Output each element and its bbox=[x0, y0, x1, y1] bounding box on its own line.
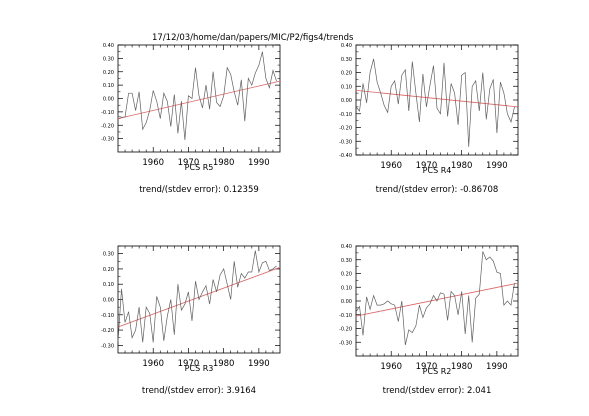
chart-1-title: PCS R5 bbox=[185, 163, 214, 172]
chart-4-y-tick-label: 0.40 bbox=[341, 244, 352, 250]
chart-3-x-tick-label: 1990 bbox=[248, 359, 270, 369]
chart-1-y-tick-label: 0.30 bbox=[103, 56, 114, 62]
chart-1-y-tick-label: -0.20 bbox=[101, 123, 114, 129]
chart-3-series-line bbox=[117, 250, 277, 343]
chart-2-y-tick-label: 0.10 bbox=[341, 84, 352, 90]
chart-3-title: PCS R3 bbox=[185, 364, 214, 373]
chart-4-y-tick-label: 0.00 bbox=[341, 299, 352, 305]
chart-4-x-tick-label: 1960 bbox=[380, 362, 402, 372]
chart-4-trend-caption: trend/(stdev error): 2.041 bbox=[383, 386, 492, 396]
chart-1-x-tick-label: 1960 bbox=[142, 158, 164, 168]
chart-4-x-tick-label: 1980 bbox=[451, 362, 473, 372]
chart-2-trend-caption: trend/(stdev error): -0.86708 bbox=[376, 185, 499, 195]
chart-3-trend-line bbox=[117, 267, 281, 328]
chart-3-x-tick-label: 1960 bbox=[142, 359, 164, 369]
chart-2-x-tick-label: 1980 bbox=[451, 161, 473, 171]
chart-2-x-tick-label: 1990 bbox=[486, 161, 508, 171]
chart-4-y-tick-label: 0.20 bbox=[341, 272, 352, 278]
chart-1-x-tick-label: 1970 bbox=[178, 158, 200, 168]
chart-1-x-tick-label: 1990 bbox=[248, 158, 270, 168]
chart-2-y-tick-label: 0.40 bbox=[341, 43, 352, 49]
chart-4-y-tick-label: 0.10 bbox=[341, 285, 352, 291]
chart-2-y-tick-label: -0.10 bbox=[339, 112, 352, 118]
chart-4-title: PCS R2 bbox=[423, 367, 452, 376]
chart-1-y-tick-label: 0.40 bbox=[103, 43, 114, 49]
chart-3-y-tick-label: -0.20 bbox=[101, 328, 114, 334]
chart-1-x-tick-label: 1980 bbox=[213, 158, 235, 168]
chart-1-trend-caption: trend/(stdev error): 0.12359 bbox=[139, 185, 259, 195]
chart-1-y-tick-label: 0.10 bbox=[103, 83, 114, 89]
chart-2-y-tick-label: -0.30 bbox=[339, 139, 352, 145]
chart-4-y-tick-label: 0.30 bbox=[341, 258, 352, 264]
chart-3-y-tick-label: 0.20 bbox=[103, 267, 114, 273]
chart-2-x-tick-label: 1970 bbox=[416, 161, 438, 171]
chart-3-y-tick-label: 0.00 bbox=[103, 298, 114, 304]
chart-1-y-tick-label: -0.30 bbox=[101, 137, 114, 143]
chart-4-x-tick-label: 1990 bbox=[486, 362, 508, 372]
page-title: 17/12/03/home/dan/papers/MIC/P2/figs4/tr… bbox=[152, 33, 354, 43]
chart-2-y-tick-label: 0.30 bbox=[341, 57, 352, 63]
chart-2-y-tick-label: 0.00 bbox=[341, 98, 352, 104]
chart-1-y-tick-label: -0.10 bbox=[101, 110, 114, 116]
chart-3-y-tick-label: 0.30 bbox=[103, 252, 114, 258]
chart-4-x-tick-label: 1970 bbox=[416, 362, 438, 372]
chart-3-y-tick-label: -0.10 bbox=[101, 313, 114, 319]
chart-1-trend-line bbox=[117, 80, 281, 119]
chart-4-y-tick-label: -0.10 bbox=[339, 313, 352, 319]
chart-2-title: PCS R4 bbox=[423, 166, 452, 175]
chart-4-y-tick-label: -0.30 bbox=[339, 340, 352, 346]
chart-2-plot-frame bbox=[355, 44, 519, 156]
chart-1-plot-frame bbox=[117, 44, 281, 153]
chart-2-series-line bbox=[355, 58, 515, 147]
chart-2-x-tick-label: 1960 bbox=[380, 161, 402, 171]
chart-2-y-tick-label: -0.20 bbox=[339, 126, 352, 132]
chart-3-y-tick-label: 0.10 bbox=[103, 282, 114, 288]
chart-4-series-line bbox=[355, 251, 515, 346]
chart-4-trend-line bbox=[355, 282, 519, 317]
chart-3-x-tick-label: 1970 bbox=[178, 359, 200, 369]
chart-2-y-tick-label: 0.20 bbox=[341, 71, 352, 77]
chart-3-x-tick-label: 1980 bbox=[213, 359, 235, 369]
chart-4-y-tick-label: -0.20 bbox=[339, 327, 352, 333]
chart-1-series-line bbox=[117, 51, 277, 141]
chart-2-trend-line bbox=[355, 89, 519, 108]
chart-2-y-tick-label: -0.40 bbox=[339, 153, 352, 159]
chart-1-y-tick-label: 0.20 bbox=[103, 70, 114, 76]
chart-3-y-tick-label: -0.30 bbox=[101, 343, 114, 349]
chart-3-trend-caption: trend/(stdev error): 3.9164 bbox=[142, 386, 256, 396]
chart-1-y-tick-label: 0.00 bbox=[103, 97, 114, 103]
